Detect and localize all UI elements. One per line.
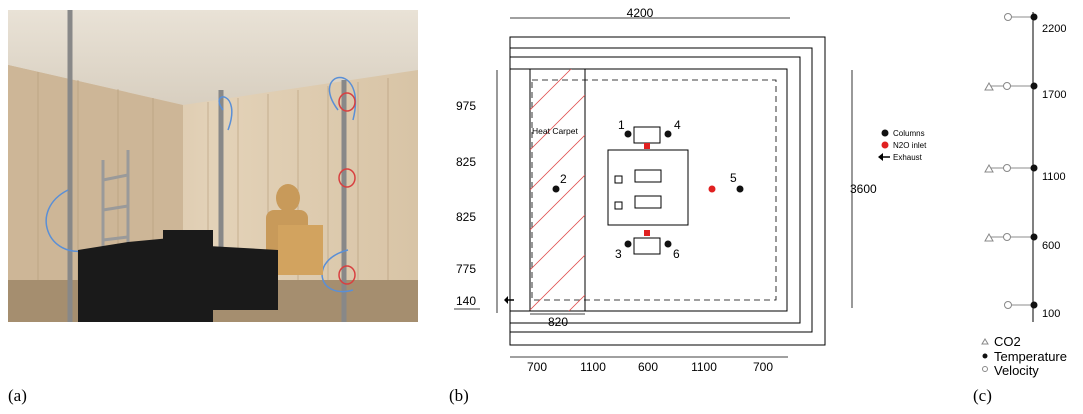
inner-box-2 bbox=[634, 195, 662, 209]
inlet-marker-top bbox=[644, 143, 650, 149]
column-4-label: 4 bbox=[674, 118, 681, 132]
ceiling bbox=[8, 10, 418, 105]
legend-inlet-label: N2O inlet bbox=[893, 141, 927, 150]
inner-square-2 bbox=[614, 201, 623, 210]
bottom-dim-1: 700 bbox=[527, 360, 547, 374]
column-4 bbox=[664, 130, 672, 138]
column-3-label: 3 bbox=[615, 247, 622, 261]
left-dim-140: 140 bbox=[456, 294, 476, 308]
carpet-hatch bbox=[530, 69, 585, 311]
bottom-dim-4: 1100 bbox=[691, 360, 717, 374]
legend-inlet-marker bbox=[881, 141, 889, 149]
sensor-level-100: 100 bbox=[1004, 301, 1060, 320]
exhaust-arrow bbox=[504, 296, 514, 304]
column-2-label: 2 bbox=[560, 172, 567, 186]
sensor-level-2200: 2200 bbox=[1004, 13, 1066, 35]
column-1 bbox=[624, 130, 632, 138]
panel-label-b: (b) bbox=[449, 386, 469, 405]
legend-exhaust-label: Exhaust bbox=[893, 153, 923, 162]
legend-co2-label: CO2 bbox=[994, 334, 1021, 349]
bottom-dim-5: 700 bbox=[753, 360, 773, 374]
desk-bottom bbox=[633, 237, 661, 255]
legend-columns-marker bbox=[881, 129, 889, 137]
column-5 bbox=[736, 185, 744, 193]
column-3 bbox=[624, 240, 632, 248]
computer-monitors bbox=[78, 230, 278, 322]
bottom-dim-3: 600 bbox=[638, 360, 658, 374]
panel-label-c: (c) bbox=[973, 386, 992, 405]
floor-plan: 4200 Heat Carpet 820 1 4 2 bbox=[454, 6, 927, 374]
n2o-inlet bbox=[708, 185, 716, 193]
legend-co2-marker bbox=[981, 338, 989, 345]
legend-velocity-marker bbox=[982, 366, 988, 372]
column-legend: CO2 Temperature Velocity bbox=[981, 334, 1067, 378]
column-points bbox=[552, 130, 744, 248]
legend-temperature-label: Temperature bbox=[994, 349, 1067, 364]
room-walls bbox=[509, 36, 826, 346]
measurement-column-diagram: 2200 1700 1100 600 100 CO2 Temperature V… bbox=[981, 12, 1067, 378]
occupied-zone bbox=[531, 79, 777, 301]
heat-carpet-label: Heat Carpet bbox=[532, 126, 578, 136]
legend-temperature-marker bbox=[982, 353, 988, 359]
panel-label-a: (a) bbox=[8, 386, 27, 405]
left-dim-825a: 825 bbox=[456, 155, 476, 169]
height-1700: 1700 bbox=[1042, 89, 1066, 101]
desk-top bbox=[633, 126, 661, 144]
left-dim-825b: 825 bbox=[456, 210, 476, 224]
sensor-level-600: 600 bbox=[984, 232, 1060, 252]
left-dim-775: 775 bbox=[456, 262, 476, 276]
left-dim-975: 975 bbox=[456, 99, 476, 113]
height-1100: 1100 bbox=[1042, 171, 1066, 183]
column-6-label: 6 bbox=[673, 247, 680, 261]
inner-square-1 bbox=[614, 175, 623, 184]
column-6 bbox=[664, 240, 672, 248]
column-1-label: 1 bbox=[618, 118, 625, 132]
thermal-manikin bbox=[266, 184, 323, 275]
inner-box-1 bbox=[634, 169, 662, 183]
height-2200: 2200 bbox=[1042, 23, 1066, 35]
legend-velocity-label: Velocity bbox=[994, 363, 1039, 378]
legend-columns-label: Columns bbox=[893, 129, 925, 138]
right-dimension-label: 3600 bbox=[850, 182, 877, 196]
carpet-width-label: 820 bbox=[548, 315, 568, 329]
inlet-marker-bottom bbox=[644, 230, 650, 236]
legend-exhaust-arrow bbox=[878, 153, 890, 161]
bottom-dim-2: 1100 bbox=[580, 360, 606, 374]
central-table-group bbox=[607, 149, 689, 226]
height-100: 100 bbox=[1042, 308, 1060, 320]
measurement-poles bbox=[67, 10, 347, 322]
room-photo bbox=[8, 10, 418, 322]
column-5-label: 5 bbox=[730, 171, 737, 185]
sensor-level-1100: 1100 bbox=[984, 163, 1066, 183]
sensor-level-1700: 1700 bbox=[984, 81, 1066, 101]
height-600: 600 bbox=[1042, 240, 1060, 252]
highlight-circles bbox=[338, 92, 356, 285]
column-2 bbox=[552, 185, 560, 193]
top-dimension-label: 4200 bbox=[627, 6, 654, 20]
plan-legend: Columns N2O inlet Exhaust bbox=[878, 129, 927, 162]
